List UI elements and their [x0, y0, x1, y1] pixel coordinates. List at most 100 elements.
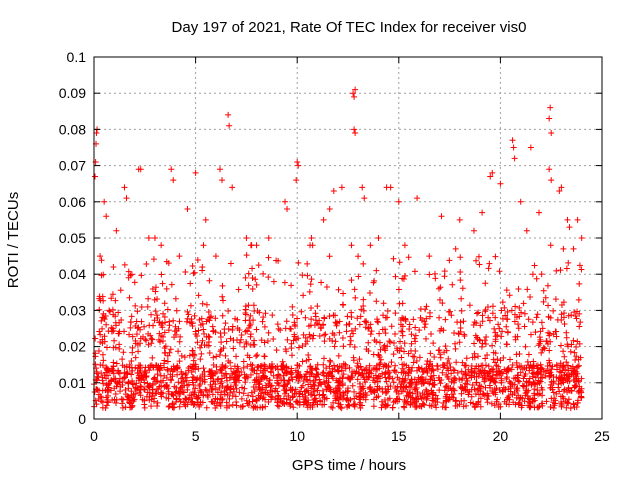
data-point [170, 177, 177, 184]
data-point [358, 393, 365, 400]
data-point [533, 314, 540, 321]
data-point [445, 355, 452, 362]
data-point [511, 318, 518, 325]
data-point [559, 376, 566, 383]
data-point [394, 347, 401, 354]
data-point [145, 383, 152, 390]
data-point [299, 382, 306, 389]
data-point [559, 393, 566, 400]
data-point [365, 339, 372, 346]
data-point [471, 354, 478, 361]
data-point [267, 368, 274, 375]
data-point [184, 206, 191, 213]
data-point [340, 290, 347, 297]
data-point [215, 375, 222, 382]
data-point [516, 304, 523, 311]
data-point [323, 284, 330, 291]
data-point [143, 261, 150, 268]
data-point [360, 260, 367, 267]
data-point [174, 364, 181, 371]
data-point [499, 388, 506, 395]
data-point [211, 400, 218, 407]
data-point [106, 368, 113, 375]
data-point [392, 331, 399, 338]
data-point [496, 268, 503, 275]
data-point [253, 281, 260, 288]
data-point [154, 295, 161, 302]
data-point [340, 360, 347, 367]
data-point [436, 347, 443, 354]
data-point [168, 377, 175, 384]
data-point [96, 328, 103, 335]
data-point [473, 257, 480, 264]
data-point [203, 301, 210, 308]
data-point [382, 403, 389, 410]
data-point [396, 259, 403, 266]
data-point [268, 364, 275, 371]
data-point [293, 177, 300, 184]
data-point [407, 402, 414, 409]
data-point [237, 336, 244, 343]
data-point [455, 331, 462, 338]
data-point [118, 395, 125, 402]
data-point [493, 368, 500, 375]
data-point [350, 357, 357, 364]
data-point [390, 351, 397, 358]
data-point [229, 392, 236, 399]
data-point [568, 312, 575, 319]
data-point [558, 380, 565, 387]
data-point [101, 316, 108, 323]
data-point [126, 294, 133, 301]
data-point [387, 339, 394, 346]
data-point [483, 333, 490, 340]
data-point [536, 334, 543, 341]
data-point [134, 308, 141, 315]
data-point [471, 319, 478, 326]
data-point [205, 308, 212, 315]
data-point [456, 339, 463, 346]
data-point [538, 349, 545, 356]
data-point [132, 340, 139, 347]
data-point [505, 394, 512, 401]
data-point [103, 402, 110, 409]
data-point [367, 321, 374, 328]
data-point [303, 357, 310, 364]
data-point [464, 381, 471, 388]
data-point [178, 380, 185, 387]
data-point [320, 355, 327, 362]
data-point [166, 322, 173, 329]
data-point [484, 303, 491, 310]
data-point [288, 345, 295, 352]
data-point [445, 375, 452, 382]
data-point [119, 362, 126, 369]
data-point [348, 309, 355, 316]
data-point [240, 403, 247, 410]
chart-title: Day 197 of 2021, Rate Of TEC Index for r… [172, 19, 527, 36]
data-point [503, 323, 510, 330]
data-point [231, 379, 238, 386]
data-point [362, 318, 369, 325]
data-point [471, 365, 478, 372]
data-point [336, 375, 343, 382]
data-point [390, 255, 397, 262]
data-point [292, 367, 299, 374]
data-point [339, 395, 346, 402]
data-point [370, 374, 377, 381]
data-point [305, 351, 312, 358]
data-point [385, 375, 392, 382]
data-point [546, 357, 553, 364]
data-point [472, 390, 479, 397]
data-point [334, 387, 341, 394]
data-point [531, 390, 538, 397]
data-point [246, 354, 253, 361]
data-point [97, 361, 104, 368]
data-point [576, 389, 583, 396]
data-point [105, 328, 112, 335]
data-point [468, 363, 475, 370]
data-point [489, 388, 496, 395]
data-point [547, 384, 554, 391]
data-point [188, 368, 195, 375]
data-point [469, 382, 476, 389]
data-point [201, 330, 208, 337]
data-point [98, 257, 105, 264]
